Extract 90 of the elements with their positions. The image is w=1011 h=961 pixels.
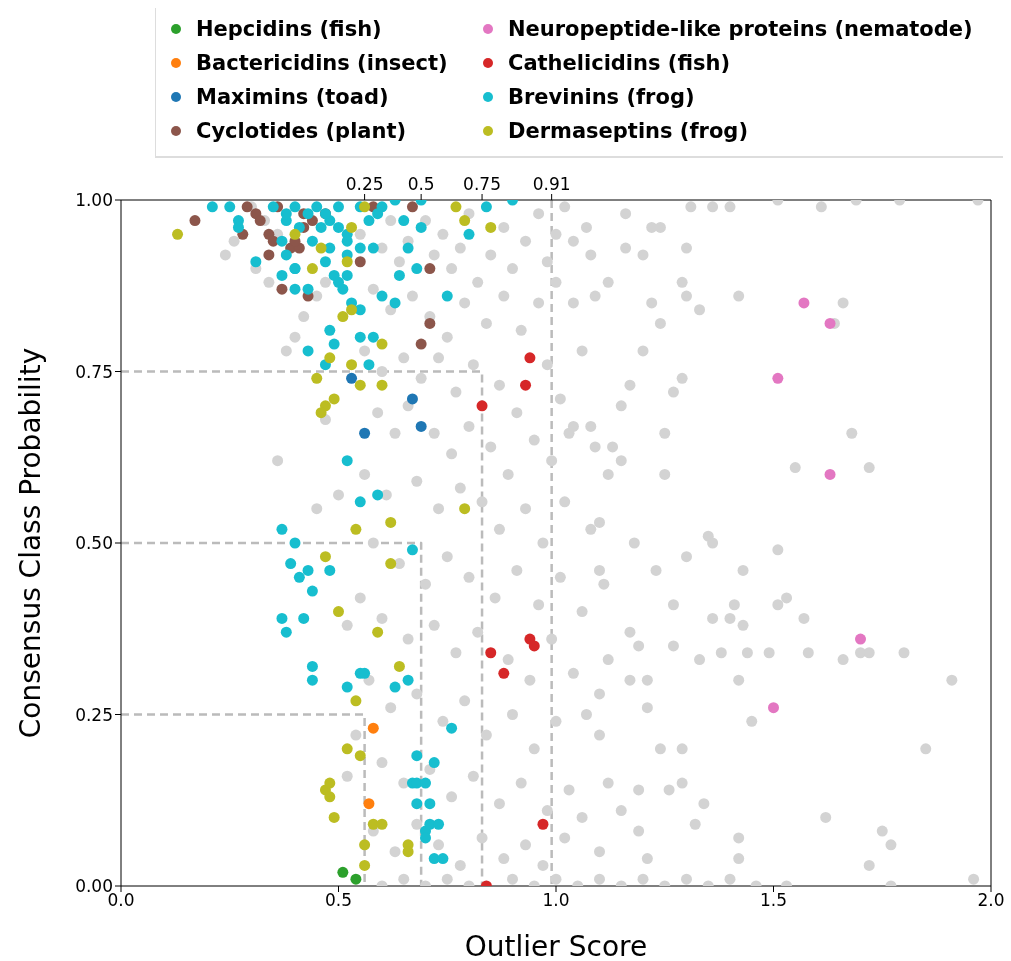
legend-label: Dermaseptins (frog) — [507, 119, 748, 143]
point — [354, 256, 366, 268]
y-axis-title: Consensus Class Probability — [13, 347, 47, 739]
point — [324, 777, 336, 789]
point — [824, 468, 836, 480]
x-tick-label: 1.0 — [542, 890, 570, 911]
point — [385, 516, 397, 528]
point — [772, 372, 784, 384]
annotation: 0.25 — [345, 174, 384, 194]
point — [376, 818, 388, 830]
point — [524, 352, 536, 364]
point — [450, 201, 462, 213]
point — [315, 407, 327, 419]
point — [415, 420, 427, 432]
point — [372, 626, 384, 638]
point — [241, 201, 253, 213]
point — [337, 866, 349, 878]
point — [824, 317, 836, 329]
point — [385, 558, 397, 570]
legend-label: Cathelicidins (fish) — [507, 51, 731, 75]
legend-label: Neuropeptide-like proteins (nematode) — [507, 17, 973, 41]
point — [315, 242, 327, 254]
point — [485, 221, 497, 233]
legend-label: Bactericidins (insect) — [196, 51, 448, 75]
point — [855, 633, 866, 645]
point — [528, 640, 540, 652]
point — [346, 221, 358, 233]
point — [359, 839, 371, 851]
x-axis-title: Outlier Score — [464, 930, 648, 961]
point — [172, 228, 184, 240]
point — [367, 722, 379, 734]
point — [276, 283, 288, 295]
point — [341, 256, 353, 268]
point — [424, 317, 436, 329]
point — [328, 393, 340, 405]
point — [424, 263, 436, 275]
legend-label: Cyclotides (plant) — [196, 119, 407, 143]
annotation: 0.75 — [463, 174, 501, 194]
point — [350, 523, 362, 535]
point — [354, 379, 366, 391]
point — [263, 249, 275, 261]
point — [520, 379, 532, 391]
legend-label: Maximins (toad) — [196, 85, 389, 109]
point — [359, 427, 371, 439]
point — [350, 695, 362, 707]
point — [311, 372, 323, 384]
point — [350, 873, 362, 885]
point — [363, 798, 375, 810]
point — [768, 702, 779, 714]
point — [459, 503, 471, 515]
point — [376, 338, 388, 350]
x-tick-label: 1.5 — [759, 890, 788, 911]
annotation: 0.91 — [532, 174, 571, 194]
point — [359, 859, 371, 871]
point — [341, 743, 353, 755]
point — [393, 660, 405, 672]
x-tick-label: 2.0 — [977, 890, 1005, 911]
legend-label: Hepcidins (fish) — [196, 17, 382, 41]
point — [798, 297, 810, 309]
point — [254, 215, 266, 227]
point — [324, 352, 336, 364]
point — [346, 359, 358, 371]
y-tick-label: 0.25 — [75, 704, 113, 725]
point — [354, 750, 366, 762]
point — [406, 201, 418, 213]
point — [333, 606, 344, 618]
point — [537, 818, 549, 830]
point — [337, 311, 349, 323]
point — [376, 379, 388, 391]
x-tick-label: 0.5 — [324, 890, 353, 911]
point — [415, 338, 427, 350]
point — [289, 228, 301, 240]
point — [476, 400, 488, 412]
point — [406, 393, 418, 405]
point — [324, 791, 336, 803]
y-tick-label: 1.00 — [75, 190, 113, 211]
legend-label: Brevinins (frog) — [507, 85, 695, 109]
point — [498, 667, 510, 679]
point — [485, 647, 497, 659]
point — [346, 372, 358, 384]
point — [459, 215, 471, 227]
point — [328, 811, 340, 823]
point — [189, 215, 201, 227]
y-tick-label: 0.75 — [75, 361, 113, 382]
point — [359, 201, 371, 213]
point — [319, 551, 331, 563]
annotation: 0.5 — [407, 174, 435, 194]
y-tick-label: 0.50 — [75, 533, 113, 554]
point — [346, 304, 358, 316]
point — [306, 263, 318, 275]
